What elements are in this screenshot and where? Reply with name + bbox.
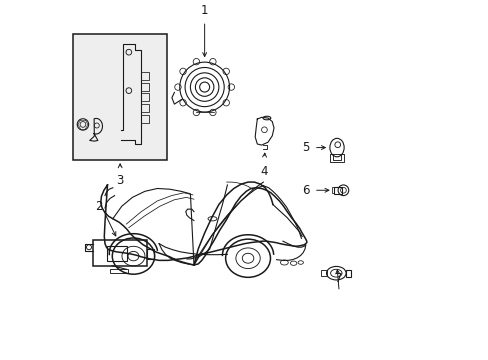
Text: 5: 5 (302, 141, 309, 154)
Text: 1: 1 (201, 4, 208, 17)
Bar (92, 240, 146, 266)
Bar (146, 249, 153, 258)
Bar (110, 269, 128, 273)
Bar (106, 246, 127, 261)
Bar (345, 270, 350, 277)
Bar (321, 270, 326, 276)
Text: 7: 7 (335, 272, 342, 285)
Text: 6: 6 (302, 184, 309, 197)
Text: 3: 3 (116, 174, 123, 187)
Text: 4: 4 (260, 165, 267, 177)
Bar (332, 154, 341, 160)
Text: 2: 2 (95, 201, 103, 213)
Bar (73, 34, 167, 160)
Bar (333, 187, 341, 194)
